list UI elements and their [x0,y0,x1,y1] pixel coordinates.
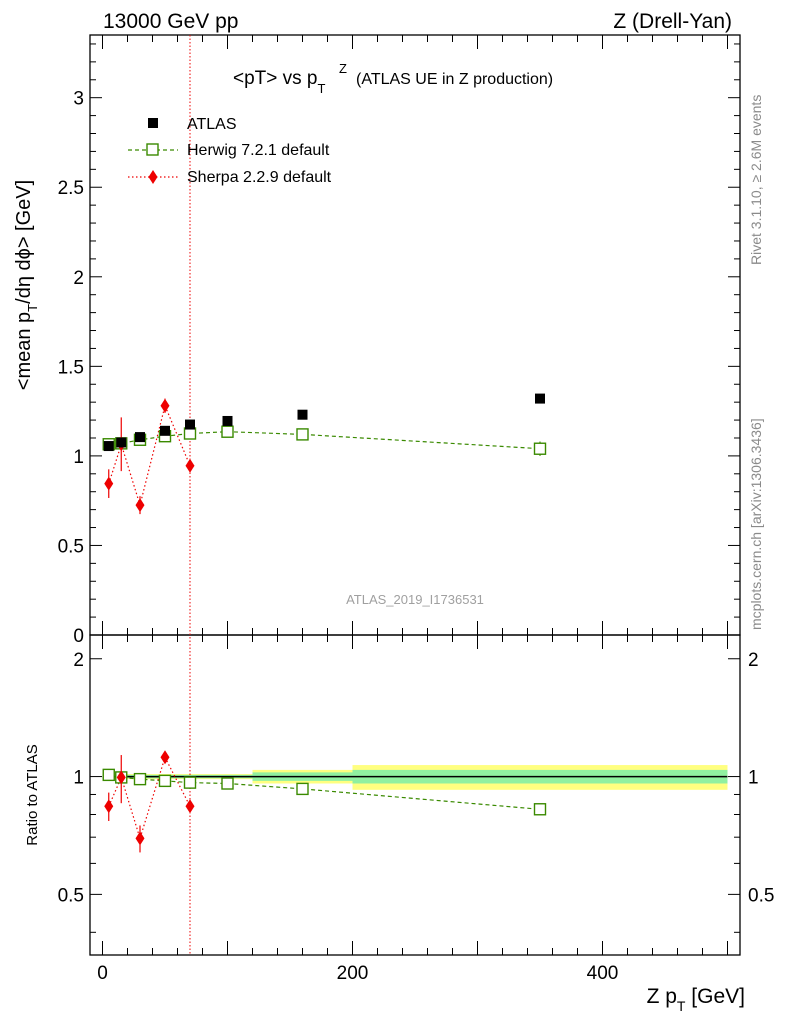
main-atlas-point [116,437,127,448]
main-y-tick-label: 1 [73,447,84,468]
main-sherpa-point [135,498,145,513]
x-label-part-c: [GeV] [685,985,745,1008]
y-label-part-c: /dη dϕ> [GeV] [13,180,35,304]
analysis-watermark: ATLAS_2019_I1736531 [346,592,484,607]
legend-marker-sherpa [148,170,158,184]
x-axis-label: Z pT [GeV] [647,985,745,1014]
main-y-tick-label: 3 [73,89,84,110]
main-atlas-point [103,441,114,452]
main-atlas-point [135,432,145,443]
plot-title-suffix: (ATLAS UE in Z production) [356,71,553,88]
main-herwig-point [533,442,547,455]
axis-ticks: 0 0.5 1 1.5 2 2.5 3 0 200 400 0.5 0.5 1 1 2 2 [58,35,774,984]
main-y-tick-label: 2 [73,268,84,289]
uncertainty-bands [102,765,728,790]
x-label-part-b: T [677,998,686,1014]
legend-marker-herwig [146,143,159,156]
legend-label-sherpa: Sherpa 2.2.9 default [187,169,332,186]
ratio-y-tick-label-right: 0.5 [748,885,774,906]
ratio-herwig-point [296,782,309,796]
ratio-y-tick-label-right: 2 [748,650,759,671]
plot-title-sub: T [318,81,326,96]
ratio-sherpa-point [116,770,126,785]
ratio-sherpa-point [160,750,170,765]
series-markers [102,393,547,853]
ratio-herwig-point [183,776,197,789]
ratio-y-tick-label-left: 2 [73,650,84,671]
x-tick-label: 200 [337,963,369,984]
main-sherpa-point [185,458,195,473]
plot-title: <pT> vs pT [233,68,326,96]
ratio-sherpa-point [135,831,145,846]
main-y-tick-label: 1.5 [58,357,84,378]
main-atlas-point [535,393,545,404]
x-label-part-a: Z p [647,985,677,1008]
main-atlas-point [222,415,233,426]
energy-label: 13000 GeV pp [103,10,238,33]
x-tick-label: 400 [587,963,619,984]
main-atlas-point [297,409,308,420]
plot-title-sup: Z [339,61,347,76]
ratio-y-tick-label-left: 1 [73,768,84,789]
legend-label-herwig: Herwig 7.2.1 default [187,142,330,159]
ratio-herwig-point [533,803,547,816]
ratio-plot-frame [89,634,741,956]
ratio-y-tick-label-right: 1 [748,768,759,789]
main-y-tick-label: 0 [73,626,84,647]
ratio-herwig-point [133,772,147,786]
legend-marker-atlas [148,118,158,128]
ratio-herwig-point [221,777,234,790]
rivet-info: Rivet 3.1.10, ≥ 2.6M events [748,95,764,265]
main-sherpa-point [104,476,114,491]
y-axis-label-ratio: Ratio to ATLAS [24,744,41,845]
mcplots-info: mcplots.cern.ch [arXiv:1306.3436] [748,418,764,630]
main-atlas-point [160,425,170,436]
ratio-y-tick-label-left: 0.5 [58,885,84,906]
ratio-sherpa-point [185,799,195,814]
ratio-herwig-point [102,768,115,782]
y-axis-label-main: <mean pT/dη dϕ> [GeV] [13,180,40,390]
ratio-herwig-point [158,774,172,788]
main-y-tick-label: 0.5 [58,536,84,557]
plot-title-main: <pT> vs p [233,68,318,89]
main-atlas-point [185,419,195,430]
legend: ATLAS Herwig 7.2.1 default Sherpa 2.2.9 … [128,116,332,186]
ratio-sherpa-point [104,799,114,814]
y-label-part-b: T [25,304,40,312]
main-herwig-point [221,425,234,438]
main-herwig-point [296,428,309,441]
main-y-tick-label: 2.5 [58,178,84,199]
main-herwig-line [108,431,541,450]
ratio-sherpa-line [108,755,191,841]
main-herwig-point [183,427,197,440]
process-label: Z (Drell-Yan) [613,10,732,33]
main-sherpa-point [160,398,170,413]
legend-label-atlas: ATLAS [187,116,237,133]
y-label-part-a: <mean p [13,312,35,390]
x-tick-label: 0 [97,963,108,984]
